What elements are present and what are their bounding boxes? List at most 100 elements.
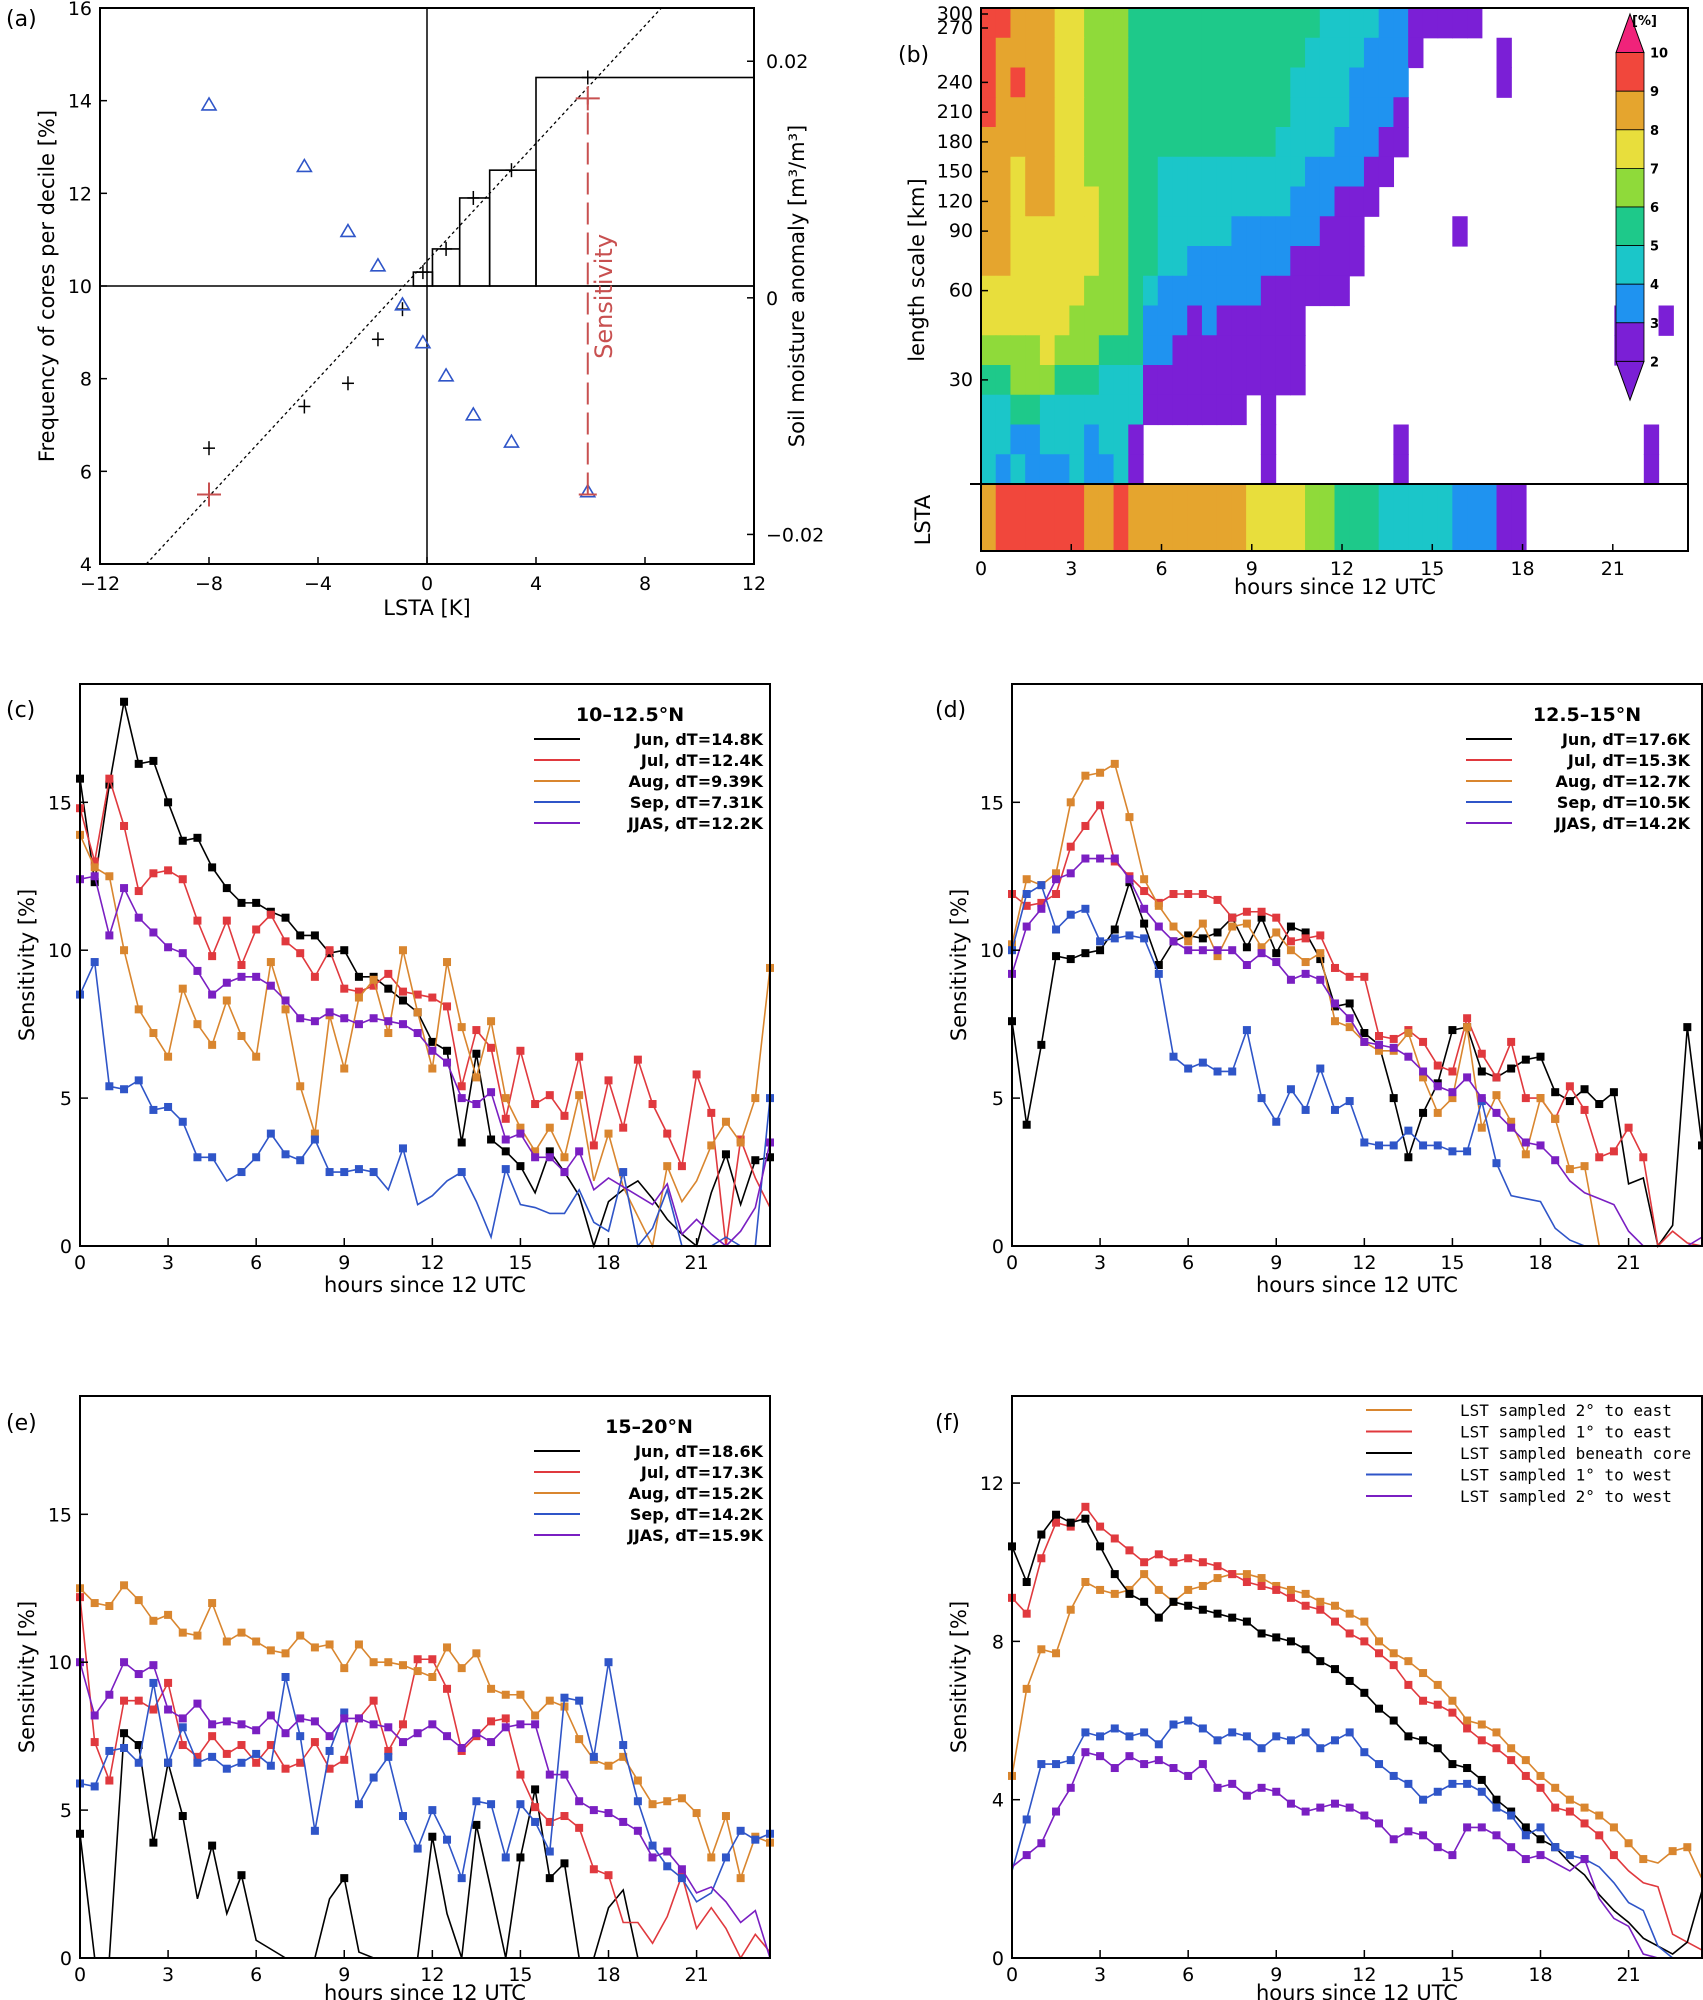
data-point bbox=[222, 1749, 231, 1758]
legend-label-aug: Aug, dT=9.39K bbox=[628, 772, 763, 791]
data-point bbox=[545, 1153, 554, 1162]
data-point bbox=[633, 1797, 642, 1806]
data-point bbox=[281, 913, 290, 922]
data-point bbox=[633, 1776, 642, 1785]
legend-label-jjas: JJAS, dT=15.9K bbox=[627, 1526, 764, 1545]
data-point bbox=[178, 836, 187, 845]
panel-c-y-label: Sensitivity [%] bbox=[15, 889, 39, 1041]
data-point bbox=[1521, 1771, 1530, 1780]
data-point bbox=[310, 1017, 319, 1026]
data-point bbox=[1477, 1823, 1486, 1832]
data-point bbox=[164, 866, 173, 875]
x-tick-label: 15 bbox=[1440, 1252, 1464, 1274]
data-point bbox=[1389, 1835, 1398, 1844]
soil-moisture-triangle bbox=[369, 257, 387, 272]
panel-d-legend: 12.5–15°N Jun, dT=17.6K Jul, dT=15.3K Aug,… bbox=[1466, 704, 1691, 833]
heatmap-cell bbox=[1363, 67, 1380, 98]
data-point bbox=[1110, 1534, 1119, 1543]
data-point bbox=[1448, 1094, 1457, 1103]
data-point bbox=[1184, 1585, 1193, 1594]
data-point bbox=[1448, 1067, 1457, 1076]
heatmap-cell bbox=[1246, 186, 1262, 217]
heatmap-cell bbox=[995, 216, 1012, 247]
data-point bbox=[1037, 1040, 1046, 1049]
data-point bbox=[1463, 1823, 1472, 1832]
heatmap-cell bbox=[1010, 97, 1026, 128]
panel-b-y-label: length scale [km] bbox=[905, 178, 929, 361]
data-point bbox=[1066, 1756, 1075, 1765]
data-point bbox=[413, 1029, 422, 1038]
data-point bbox=[472, 1797, 481, 1806]
data-point bbox=[369, 1696, 378, 1705]
data-point bbox=[516, 1770, 525, 1779]
data-point bbox=[1345, 1014, 1354, 1023]
data-point bbox=[105, 1690, 114, 1699]
data-point bbox=[1360, 1748, 1369, 1757]
data-point bbox=[1565, 1165, 1574, 1174]
data-point bbox=[1521, 1756, 1530, 1765]
data-point bbox=[560, 1770, 569, 1779]
heatmap-cell bbox=[1113, 216, 1129, 247]
data-point bbox=[1477, 1067, 1486, 1076]
data-point bbox=[707, 1141, 716, 1150]
panel-c-frame bbox=[79, 683, 771, 1247]
data-point bbox=[208, 1153, 217, 1162]
data-point bbox=[354, 1640, 363, 1649]
data-point bbox=[208, 1732, 217, 1741]
data-point bbox=[134, 1596, 143, 1605]
data-point bbox=[340, 1874, 349, 1883]
heatmap-cell bbox=[1025, 305, 1041, 336]
heatmap-cell bbox=[981, 424, 997, 455]
x-tick-label: 21 bbox=[685, 1252, 709, 1274]
heatmap-cell bbox=[1025, 335, 1041, 366]
data-point bbox=[1595, 1100, 1604, 1109]
data-point bbox=[1154, 1550, 1163, 1559]
data-point bbox=[208, 1841, 217, 1850]
heatmap-cell bbox=[1069, 216, 1085, 247]
data-point bbox=[1110, 1764, 1119, 1773]
data-point bbox=[413, 1667, 422, 1676]
data-point bbox=[1242, 1791, 1251, 1800]
lsta-strip-cell bbox=[1157, 485, 1174, 550]
data-point bbox=[589, 1752, 598, 1761]
heatmap-cell bbox=[1231, 37, 1247, 69]
heatmap-cell bbox=[1187, 127, 1203, 158]
data-point bbox=[178, 984, 187, 993]
data-point bbox=[560, 1859, 569, 1868]
heatmap-cell bbox=[1437, 8, 1453, 39]
data-point bbox=[105, 1602, 114, 1611]
data-point bbox=[1272, 913, 1281, 922]
data-point bbox=[1022, 1609, 1031, 1618]
colorbar-label: 7 bbox=[1650, 162, 1659, 177]
data-point bbox=[1433, 1700, 1442, 1709]
data-point bbox=[1477, 1094, 1486, 1103]
heatmap-cell bbox=[1010, 127, 1026, 158]
data-point bbox=[1022, 1578, 1031, 1587]
heatmap-cell bbox=[1275, 97, 1291, 128]
heatmap-cell bbox=[1098, 305, 1115, 336]
heatmap-cell bbox=[1157, 335, 1174, 366]
panel-f-ticks: 0 3 6 9 12 15 18 21 0 4 8 12 bbox=[980, 1473, 1641, 1986]
data-point bbox=[237, 972, 246, 981]
heatmap-cell bbox=[1143, 97, 1159, 128]
heatmap-cell bbox=[1025, 216, 1041, 247]
data-point bbox=[633, 1826, 642, 1835]
heatmap-cell bbox=[1216, 365, 1232, 396]
heatmap-cell bbox=[1305, 127, 1321, 158]
data-point bbox=[164, 1052, 173, 1061]
heatmap-cell bbox=[1128, 365, 1144, 396]
data-point bbox=[545, 1874, 554, 1883]
data-point bbox=[164, 943, 173, 952]
heatmap-cell bbox=[1260, 305, 1277, 336]
data-point bbox=[120, 697, 129, 706]
data-point bbox=[252, 898, 261, 907]
data-point bbox=[501, 1165, 510, 1174]
legend-label-sep: Sep, dT=14.2K bbox=[630, 1505, 764, 1524]
heatmap-cell bbox=[1201, 67, 1218, 98]
data-point bbox=[1316, 1803, 1325, 1812]
heatmap-cell bbox=[1039, 454, 1056, 485]
data-point bbox=[1184, 890, 1193, 899]
data-point bbox=[340, 1014, 349, 1023]
data-point bbox=[648, 1853, 657, 1862]
heatmap-cell bbox=[1393, 424, 1409, 455]
